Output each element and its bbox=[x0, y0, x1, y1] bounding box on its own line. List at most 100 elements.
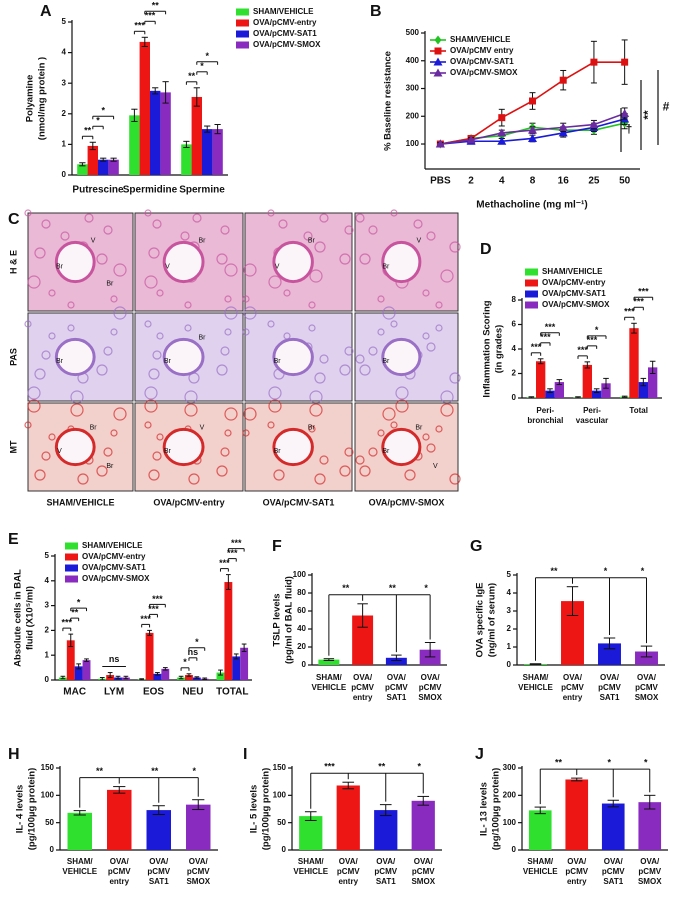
y-axis-label: (nmol/mg protein ) bbox=[37, 57, 48, 140]
x-tick-label: 25 bbox=[588, 176, 600, 187]
error-bar bbox=[204, 125, 211, 133]
structure-label: Br bbox=[308, 237, 316, 244]
error-bar bbox=[73, 810, 86, 816]
structure-label: Br bbox=[198, 237, 206, 244]
tissue-texture bbox=[110, 429, 118, 437]
column-label: OVA/pCMV-entry bbox=[153, 497, 224, 507]
marker bbox=[497, 128, 507, 137]
bar bbox=[592, 390, 602, 398]
error-bar bbox=[79, 162, 86, 167]
tissue-texture bbox=[144, 320, 152, 328]
column-label: OVA/pCMV-SAT1 bbox=[263, 497, 335, 507]
error-bar bbox=[603, 377, 609, 389]
error-bar bbox=[593, 388, 600, 393]
tissue-texture bbox=[148, 368, 160, 380]
error-bar bbox=[640, 645, 653, 658]
legend-label: OVA/pCMV entry bbox=[450, 46, 514, 55]
y-tick-label: 300 bbox=[503, 763, 517, 772]
legend-label: SHAM/VEHICLE bbox=[253, 7, 314, 16]
tissue-texture bbox=[390, 421, 398, 429]
error-bar bbox=[357, 603, 368, 628]
tissue-texture bbox=[395, 399, 409, 413]
x-tick-label: VEHICLE bbox=[312, 683, 347, 692]
tissue-texture bbox=[103, 346, 113, 356]
marker bbox=[433, 68, 443, 77]
structure-label: V bbox=[417, 237, 422, 244]
marker bbox=[589, 120, 599, 129]
bar bbox=[145, 632, 154, 680]
significance: * bbox=[607, 757, 611, 767]
legend-swatch bbox=[525, 268, 538, 276]
bar bbox=[638, 802, 662, 850]
tissue-texture bbox=[70, 403, 84, 417]
y-tick-label: 40 bbox=[297, 624, 306, 633]
x-tick-label: entry bbox=[109, 877, 129, 886]
tissue-texture bbox=[144, 399, 158, 413]
significance: ** bbox=[378, 762, 386, 772]
structure-label: V bbox=[57, 448, 62, 455]
tissue-texture bbox=[243, 407, 257, 421]
error-bar bbox=[183, 140, 190, 148]
bar bbox=[212, 129, 223, 175]
tissue-texture bbox=[355, 354, 365, 364]
panel-label: D bbox=[480, 241, 492, 258]
x-tick-label: SMOX bbox=[635, 693, 659, 702]
error-bar bbox=[162, 667, 168, 671]
y-tick-label: 200 bbox=[503, 790, 517, 799]
structure-label: V bbox=[275, 264, 280, 271]
error-bar bbox=[202, 677, 208, 681]
significance: * bbox=[200, 61, 204, 71]
error-bar bbox=[131, 108, 138, 122]
x-tick-label: Spermine bbox=[179, 185, 225, 196]
tissue-texture bbox=[34, 247, 46, 259]
tissue-texture bbox=[422, 289, 430, 297]
tissue-texture bbox=[377, 429, 385, 437]
marker bbox=[620, 108, 630, 117]
y-axis-label: IL- 13 levels bbox=[479, 782, 490, 836]
significance: *** bbox=[577, 345, 588, 355]
bar bbox=[545, 390, 555, 398]
significance: * bbox=[644, 757, 648, 767]
error-bar bbox=[528, 396, 535, 399]
tissue-texture bbox=[435, 324, 443, 332]
row-label: MT bbox=[8, 440, 18, 453]
tissue-texture bbox=[216, 364, 228, 376]
y-tick-label: 2 bbox=[62, 109, 67, 118]
legend-label: OVA/pCMV-SAT1 bbox=[253, 29, 317, 38]
error-bar bbox=[323, 658, 335, 661]
tissue-texture bbox=[156, 433, 164, 441]
tissue-texture bbox=[449, 241, 461, 253]
significance: ** bbox=[152, 1, 160, 11]
error-bar bbox=[417, 795, 430, 806]
bar bbox=[565, 779, 589, 850]
legend-swatch bbox=[525, 279, 538, 287]
significance: ns bbox=[109, 654, 120, 664]
legend-label: OVA/pCMV-SMOX bbox=[253, 40, 321, 49]
tissue-texture bbox=[382, 306, 396, 320]
x-tick-label: entry bbox=[563, 693, 583, 702]
y-tick-label: 2 bbox=[507, 624, 512, 633]
tissue-texture bbox=[216, 465, 228, 477]
marker bbox=[498, 114, 506, 122]
x-tick-label: SAT1 bbox=[386, 693, 406, 702]
bar bbox=[186, 804, 211, 850]
y-tick-label: 0 bbox=[45, 675, 50, 684]
legend-label: OVA/pCMV-entry bbox=[253, 18, 317, 27]
y-tick-label: 50 bbox=[45, 818, 54, 827]
bar bbox=[202, 129, 213, 175]
significance: *** bbox=[540, 332, 551, 342]
tissue-texture bbox=[426, 231, 436, 241]
column-label: SHAM/VEHICLE bbox=[46, 497, 114, 507]
structure-label: Br bbox=[106, 280, 114, 287]
tissue-texture bbox=[84, 213, 94, 223]
structure-label: Br bbox=[198, 334, 206, 341]
significance: ** bbox=[389, 583, 397, 593]
marker bbox=[559, 76, 567, 84]
error-bar bbox=[99, 677, 105, 681]
error-bar bbox=[571, 777, 583, 782]
error-bar bbox=[178, 675, 184, 680]
tissue-texture bbox=[27, 386, 41, 400]
bar bbox=[528, 810, 552, 850]
y-axis-label: % Baseline resistance bbox=[383, 51, 394, 151]
legend-label: SHAM/VEHICLE bbox=[542, 267, 603, 276]
